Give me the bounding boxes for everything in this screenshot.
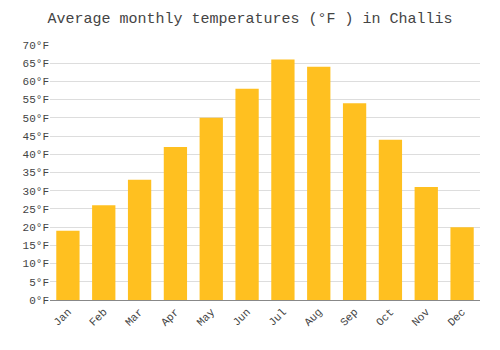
svg-text:Mar: Mar [123, 306, 145, 328]
svg-text:Jun: Jun [231, 306, 253, 328]
svg-text:65°F: 65°F [23, 58, 49, 70]
svg-text:55°F: 55°F [23, 94, 49, 106]
svg-text:Apr: Apr [159, 306, 181, 328]
svg-text:30°F: 30°F [23, 186, 49, 198]
svg-text:0°F: 0°F [29, 295, 49, 307]
svg-text:50°F: 50°F [23, 113, 49, 125]
svg-text:15°F: 15°F [23, 240, 49, 252]
svg-text:Feb: Feb [87, 306, 109, 328]
svg-text:Dec: Dec [446, 306, 468, 328]
svg-text:May: May [195, 306, 218, 329]
svg-text:60°F: 60°F [23, 76, 49, 88]
svg-text:Jan: Jan [51, 306, 73, 328]
svg-text:Sep: Sep [338, 306, 360, 328]
svg-text:20°F: 20°F [23, 222, 49, 234]
svg-text:Aug: Aug [302, 306, 324, 328]
svg-text:40°F: 40°F [23, 149, 49, 161]
svg-text:35°F: 35°F [23, 167, 49, 179]
svg-text:Jul: Jul [266, 306, 288, 328]
svg-text:5°F: 5°F [29, 277, 49, 289]
svg-text:10°F: 10°F [23, 258, 49, 270]
svg-text:70°F: 70°F [23, 40, 49, 52]
svg-text:Oct: Oct [374, 306, 396, 328]
svg-text:45°F: 45°F [23, 131, 49, 143]
svg-text:Nov: Nov [410, 306, 433, 329]
svg-text:Average monthly temperatures (: Average monthly temperatures (°F ) in Ch… [47, 11, 452, 28]
svg-text:25°F: 25°F [23, 204, 49, 216]
